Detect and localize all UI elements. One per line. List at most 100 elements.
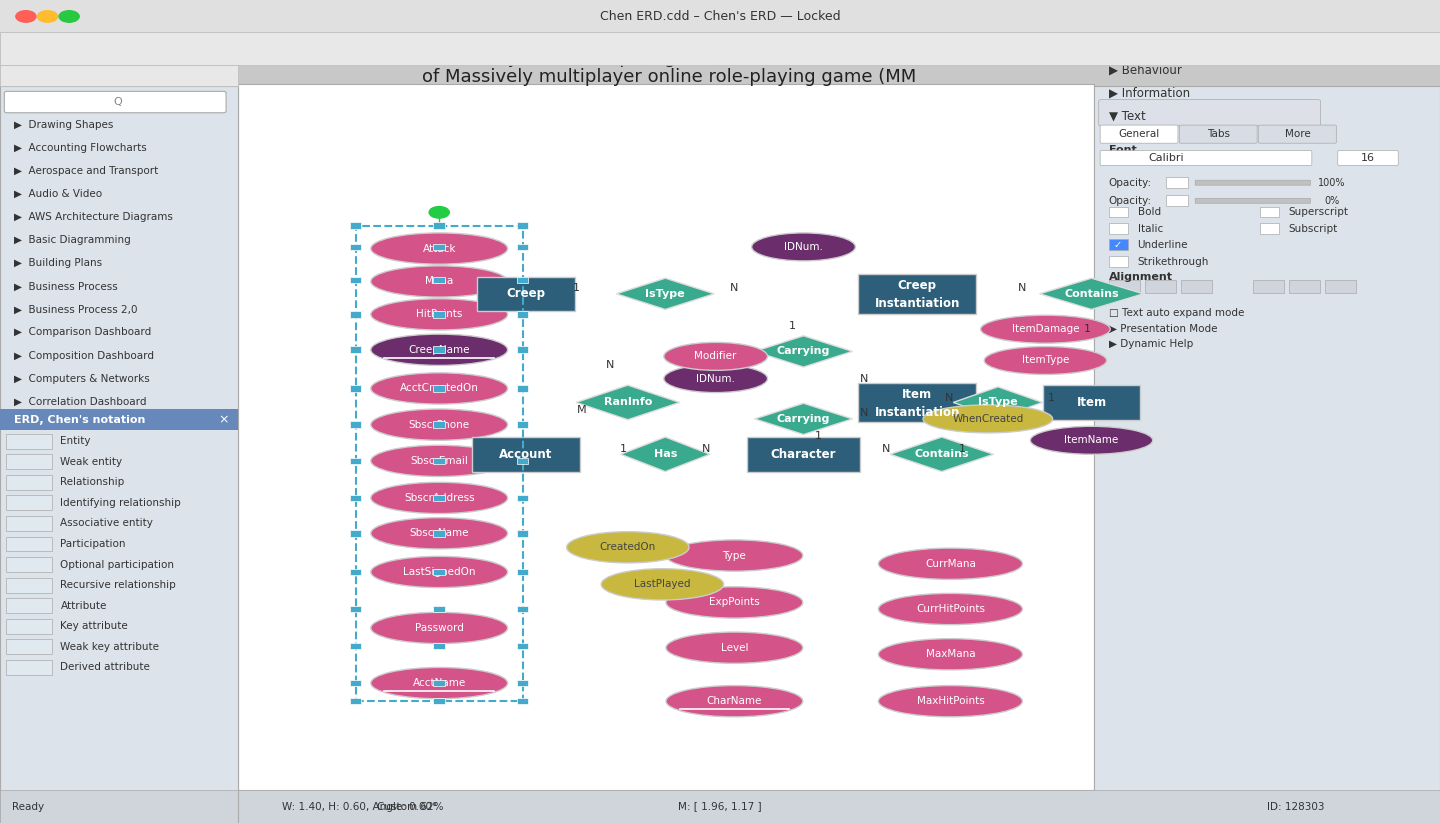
FancyBboxPatch shape (0, 86, 238, 823)
FancyBboxPatch shape (1109, 223, 1128, 234)
FancyBboxPatch shape (747, 437, 860, 472)
Polygon shape (890, 437, 994, 472)
Text: M: M (577, 405, 586, 415)
FancyBboxPatch shape (1289, 280, 1320, 293)
Text: Ready: Ready (12, 802, 43, 811)
FancyBboxPatch shape (1338, 151, 1398, 165)
FancyBboxPatch shape (350, 222, 361, 229)
Text: Optional participation: Optional participation (60, 560, 174, 570)
FancyBboxPatch shape (350, 346, 361, 353)
FancyBboxPatch shape (6, 639, 52, 654)
Polygon shape (621, 437, 710, 472)
FancyBboxPatch shape (350, 569, 361, 575)
FancyBboxPatch shape (433, 385, 445, 392)
Text: Superscript: Superscript (1289, 207, 1349, 217)
Text: AcctCreatedOn: AcctCreatedOn (400, 384, 478, 393)
Text: ▶ Dynamic Help: ▶ Dynamic Help (1109, 339, 1194, 349)
Polygon shape (953, 387, 1043, 418)
FancyBboxPatch shape (1109, 256, 1128, 267)
FancyBboxPatch shape (1043, 385, 1140, 420)
Text: Contains: Contains (914, 449, 969, 459)
FancyBboxPatch shape (1109, 207, 1128, 217)
FancyBboxPatch shape (1260, 223, 1279, 234)
Text: Instantiation: Instantiation (874, 297, 960, 310)
Polygon shape (1040, 278, 1143, 309)
Text: Opacity:: Opacity: (1109, 178, 1152, 188)
Text: N: N (945, 393, 953, 402)
Text: ▶  Accounting Flowcharts: ▶ Accounting Flowcharts (14, 143, 147, 153)
Text: ▶  Basic Diagramming: ▶ Basic Diagramming (14, 235, 131, 245)
Text: SbscrName: SbscrName (409, 528, 469, 538)
FancyBboxPatch shape (517, 244, 528, 250)
FancyBboxPatch shape (6, 516, 52, 531)
FancyBboxPatch shape (350, 421, 361, 428)
Text: 1: 1 (621, 444, 626, 453)
Polygon shape (755, 336, 852, 367)
Text: WhenCreated: WhenCreated (952, 414, 1024, 424)
Ellipse shape (665, 632, 804, 663)
FancyBboxPatch shape (1166, 195, 1188, 206)
Text: IDNum.: IDNum. (697, 374, 734, 384)
Text: ▶ Presentation Mode: ▶ Presentation Mode (1109, 324, 1217, 334)
FancyBboxPatch shape (6, 578, 52, 593)
FancyBboxPatch shape (1325, 280, 1356, 293)
Text: Creep: Creep (897, 279, 937, 292)
Ellipse shape (370, 612, 508, 644)
Text: ▶  Comparison Dashboard: ▶ Comparison Dashboard (14, 328, 151, 337)
Ellipse shape (665, 686, 804, 717)
FancyBboxPatch shape (350, 244, 361, 250)
Text: SbscrEmail: SbscrEmail (410, 456, 468, 466)
Circle shape (16, 11, 36, 22)
FancyBboxPatch shape (433, 680, 445, 686)
Text: Font: Font (1109, 145, 1136, 155)
FancyBboxPatch shape (477, 277, 575, 311)
Ellipse shape (567, 532, 690, 563)
Ellipse shape (878, 639, 1022, 670)
FancyBboxPatch shape (517, 311, 528, 318)
Text: 1: 1 (573, 283, 579, 293)
FancyBboxPatch shape (350, 530, 361, 537)
Text: Underline: Underline (1138, 240, 1188, 250)
Text: MaxHitPoints: MaxHitPoints (916, 696, 985, 706)
FancyBboxPatch shape (517, 606, 528, 612)
Text: 16: 16 (1361, 153, 1375, 163)
Text: LastPlayed: LastPlayed (634, 579, 691, 589)
Text: Q: Q (114, 97, 122, 107)
Text: Type: Type (723, 551, 746, 560)
FancyBboxPatch shape (6, 537, 52, 551)
FancyBboxPatch shape (1253, 280, 1284, 293)
FancyBboxPatch shape (1100, 125, 1178, 143)
Text: ▶  Composition Dashboard: ▶ Composition Dashboard (14, 351, 154, 360)
FancyBboxPatch shape (433, 495, 445, 501)
Text: Password: Password (415, 623, 464, 633)
Text: 100%: 100% (1318, 178, 1346, 188)
Ellipse shape (664, 342, 768, 370)
Polygon shape (616, 278, 714, 309)
Text: CurrHitPoints: CurrHitPoints (916, 604, 985, 614)
FancyBboxPatch shape (1145, 280, 1176, 293)
Text: Account: Account (498, 448, 553, 461)
Ellipse shape (370, 667, 508, 699)
Text: N: N (606, 360, 615, 370)
Circle shape (59, 11, 79, 22)
FancyBboxPatch shape (1179, 125, 1257, 143)
FancyBboxPatch shape (6, 475, 52, 490)
Text: Calibri: Calibri (1149, 153, 1184, 163)
FancyBboxPatch shape (517, 385, 528, 392)
Ellipse shape (878, 548, 1022, 579)
Ellipse shape (665, 540, 804, 571)
Text: General: General (1119, 129, 1159, 139)
FancyBboxPatch shape (238, 84, 1094, 790)
Text: Opacity:: Opacity: (1109, 196, 1152, 206)
Text: ▶  Audio & Video: ▶ Audio & Video (14, 189, 102, 199)
Text: Item: Item (1077, 396, 1106, 409)
Text: Has: Has (654, 449, 677, 459)
Text: CreepName: CreepName (409, 345, 469, 355)
Text: N: N (860, 374, 868, 384)
Text: Derived attribute: Derived attribute (60, 663, 150, 672)
Polygon shape (755, 403, 852, 435)
Text: ItemName: ItemName (1064, 435, 1119, 445)
FancyBboxPatch shape (6, 557, 52, 572)
FancyBboxPatch shape (1099, 100, 1320, 126)
Ellipse shape (370, 334, 508, 365)
